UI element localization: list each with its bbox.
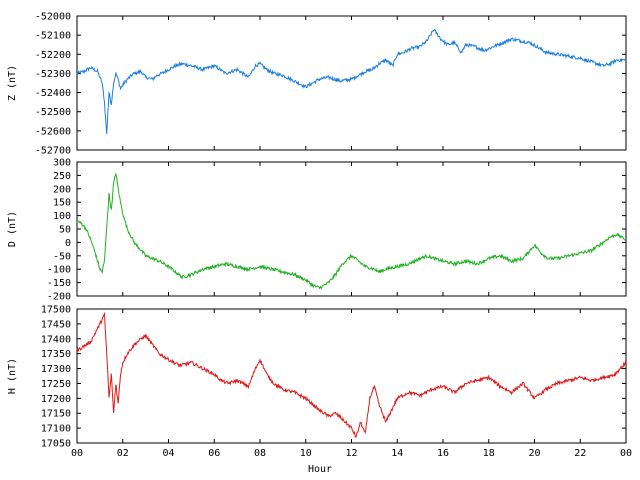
z-y-tick-label: -52000	[35, 12, 71, 23]
h-x-tick-label: 00	[71, 448, 83, 459]
d-y-tick-label: 250	[53, 171, 71, 182]
h-series-line	[76, 311, 627, 438]
z-series-line	[76, 29, 627, 135]
h-y-tick-label: 17050	[41, 439, 71, 450]
d-y-tick-label: 0	[65, 238, 71, 249]
z-y-axis-label: Z (nT)	[7, 65, 18, 101]
z-y-tick-label: -52400	[35, 88, 71, 99]
h-x-tick-label: 16	[437, 448, 449, 459]
h-y-tick-label: 17200	[41, 394, 71, 405]
d-series-line	[76, 172, 626, 290]
d-component-panel: 300 250 200 150 100 50 0 -50 -100 -150 -200 D (nT)	[7, 158, 627, 303]
h-y-tick-label: 17250	[41, 379, 71, 390]
d-y-tick-label: 50	[59, 225, 71, 236]
d-y-tick-label: 150	[53, 198, 71, 209]
z-y-tick-label: -52100	[35, 31, 71, 42]
z-y-tick-label: -52300	[35, 69, 71, 80]
h-y-tick-label: 17500	[41, 305, 71, 316]
h-y-tick-label: 17100	[41, 424, 71, 435]
d-y-axis-label: D (nT)	[7, 211, 18, 247]
d-y-tick-label: 300	[53, 158, 71, 169]
h-x-tick-label: 20	[528, 448, 540, 459]
d-y-tick-label: -50	[53, 251, 71, 262]
d-plot-frame	[76, 161, 627, 297]
z-y-tick-label: -52700	[35, 146, 71, 157]
d-y-tick-label: -200	[47, 292, 71, 303]
h-x-tick-label: 14	[391, 448, 403, 459]
z-y-tick-label: -52200	[35, 50, 71, 61]
z-y-tick-label: -52500	[35, 107, 71, 118]
d-y-tick-label: 200	[53, 184, 71, 195]
z-plot-frame	[76, 15, 627, 151]
h-y-tick-label: 17350	[41, 349, 71, 360]
d-y-tick-label: -150	[47, 278, 71, 289]
d-y-tick-label: 100	[53, 211, 71, 222]
x-axis-label: Hour	[308, 464, 332, 475]
h-y-axis-label: H (nT)	[7, 358, 18, 394]
h-x-tick-label: 08	[254, 448, 266, 459]
z-component-panel: -52000 -52100 -52200 -52300 -52400 -52500 -526…	[7, 12, 627, 157]
h-y-tick-label: 17300	[41, 364, 71, 375]
h-x-tick-label: 04	[162, 448, 174, 459]
h-y-tick-label: 17450	[41, 319, 71, 330]
h-x-tick-label: 00	[620, 448, 632, 459]
h-x-tick-label: 12	[345, 448, 357, 459]
h-y-tick-label: 17150	[41, 409, 71, 420]
h-x-tick-label: 06	[208, 448, 220, 459]
h-component-panel: 17500 17450 17400 17350 17300 17250 17200 17150…	[7, 305, 632, 460]
h-x-tick-label: 10	[300, 448, 312, 459]
h-x-tick-label: 18	[483, 448, 495, 459]
h-plot-frame	[76, 308, 627, 444]
h-x-tick-label: 22	[574, 448, 586, 459]
d-y-tick-label: -100	[47, 265, 71, 276]
h-x-tick-label: 02	[117, 448, 129, 459]
z-y-tick-label: -52600	[35, 126, 71, 137]
h-y-tick-label: 17400	[41, 334, 71, 345]
